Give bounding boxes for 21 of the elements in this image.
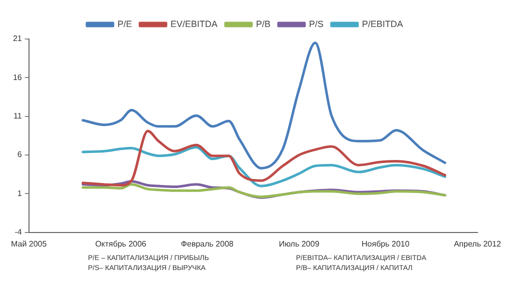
- line-series: [82, 183, 446, 198]
- legend-label: P/E: [117, 18, 132, 29]
- y-tick-label: 1: [17, 188, 22, 198]
- legend-label: P/EBITDA: [362, 18, 404, 29]
- legend-label: EV/EBITDA: [170, 18, 218, 29]
- x-tick-label: Ноябрь 2010: [362, 239, 410, 248]
- x-tick-label: Май 2005: [10, 239, 48, 248]
- x-tick-label: Апрель 2012: [454, 239, 502, 248]
- legend-label: P/B: [256, 18, 271, 29]
- x-tick-label: Октябрь 2006: [95, 239, 147, 248]
- y-tick-label: 16: [12, 72, 22, 82]
- line-series: [82, 42, 446, 170]
- line-series: [82, 146, 446, 188]
- x-tick-label: Февраль 2008: [180, 239, 234, 248]
- y-tick-label: 11: [14, 112, 22, 121]
- x-tick-label: Июль 2009: [278, 239, 320, 248]
- y-tick-label: 6: [17, 150, 22, 160]
- legend-label: P/S: [309, 18, 324, 29]
- y-tick-label: -4: [14, 228, 22, 237]
- y-tick-label: 21: [12, 34, 22, 44]
- line-series: [82, 130, 446, 186]
